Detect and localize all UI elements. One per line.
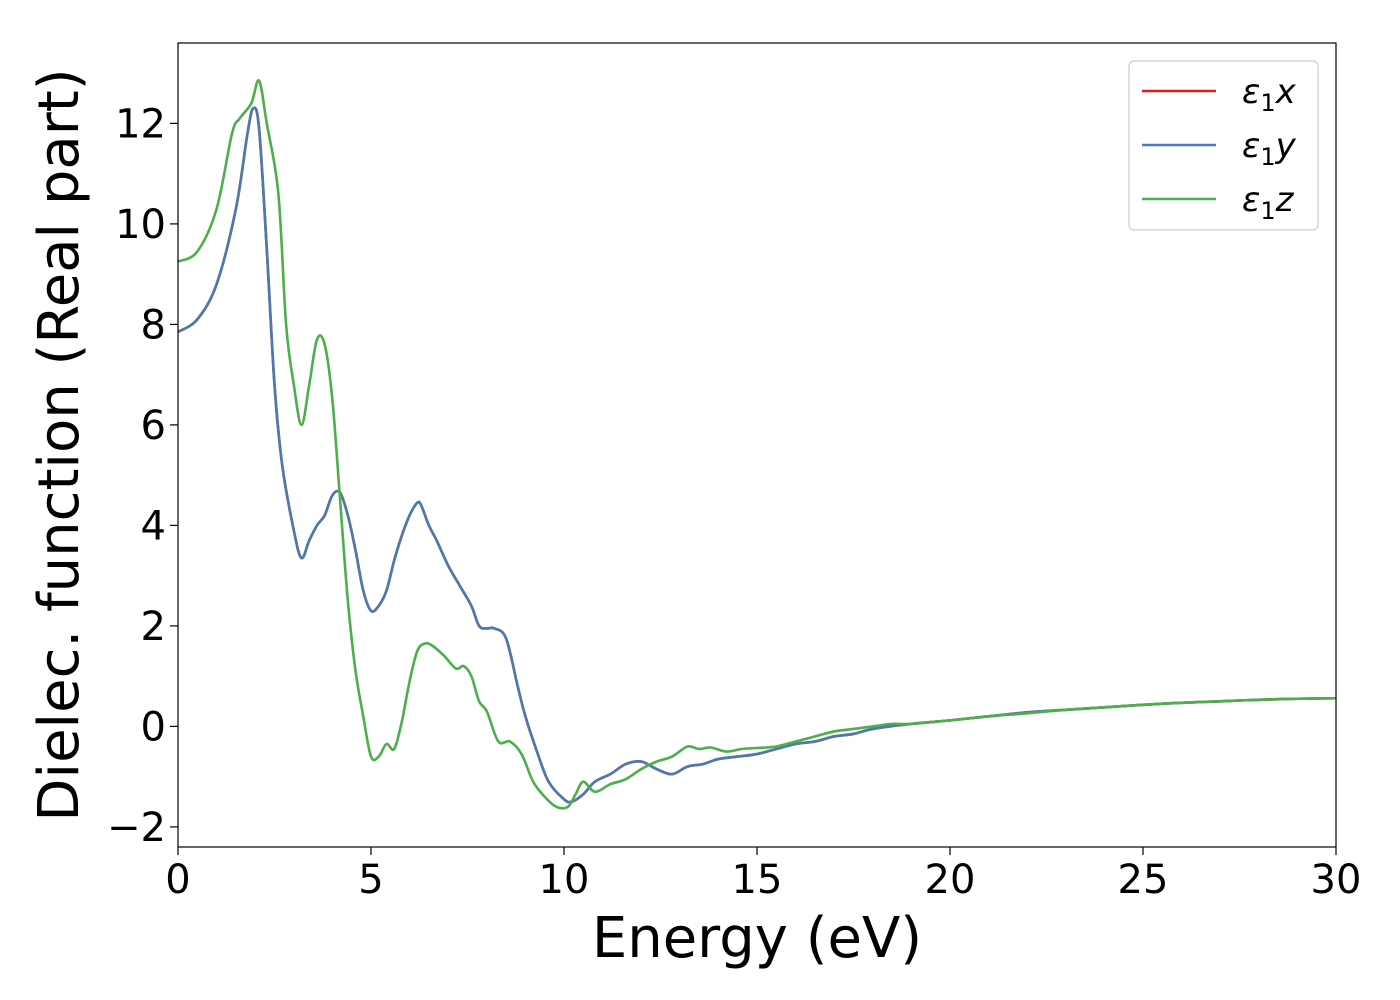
y-tick-label: 8 bbox=[141, 302, 166, 348]
legend-frame bbox=[1128, 60, 1319, 231]
legend: ε1x ε1y ε1z bbox=[1128, 60, 1319, 231]
x-tick-label: 25 bbox=[1118, 857, 1169, 903]
legend-label-x: ε1x bbox=[1242, 72, 1297, 117]
series-layer bbox=[177, 79, 1337, 810]
y-tick-label: 10 bbox=[115, 202, 166, 248]
y-tick-label: 4 bbox=[141, 503, 166, 549]
x-tick-label: 10 bbox=[539, 857, 590, 903]
x-tick-label: 20 bbox=[925, 857, 976, 903]
legend-label-z: ε1z bbox=[1242, 180, 1295, 225]
y-tick-label: 2 bbox=[141, 604, 166, 650]
y-axis-title: Dielec. function (Real part) bbox=[27, 68, 92, 821]
x-tick-label: 30 bbox=[1311, 857, 1362, 903]
series-line-z bbox=[177, 79, 1337, 810]
x-tick-label: 5 bbox=[358, 857, 383, 903]
legend-label-y: ε1y bbox=[1242, 126, 1297, 171]
ticks-layer: 0 5 10 15 20 25 30 −2 0 2 4 6 8 10 12 bbox=[107, 101, 1361, 903]
series-line-y bbox=[177, 106, 1337, 804]
y-tick-label: −2 bbox=[107, 805, 166, 851]
y-tick-label: 6 bbox=[141, 403, 166, 449]
x-axis-title: Energy (eV) bbox=[592, 906, 922, 971]
y-tick-label: 0 bbox=[141, 704, 166, 750]
y-tick-label: 12 bbox=[115, 101, 166, 147]
x-tick-label: 0 bbox=[165, 857, 190, 903]
x-tick-label: 15 bbox=[732, 857, 783, 903]
